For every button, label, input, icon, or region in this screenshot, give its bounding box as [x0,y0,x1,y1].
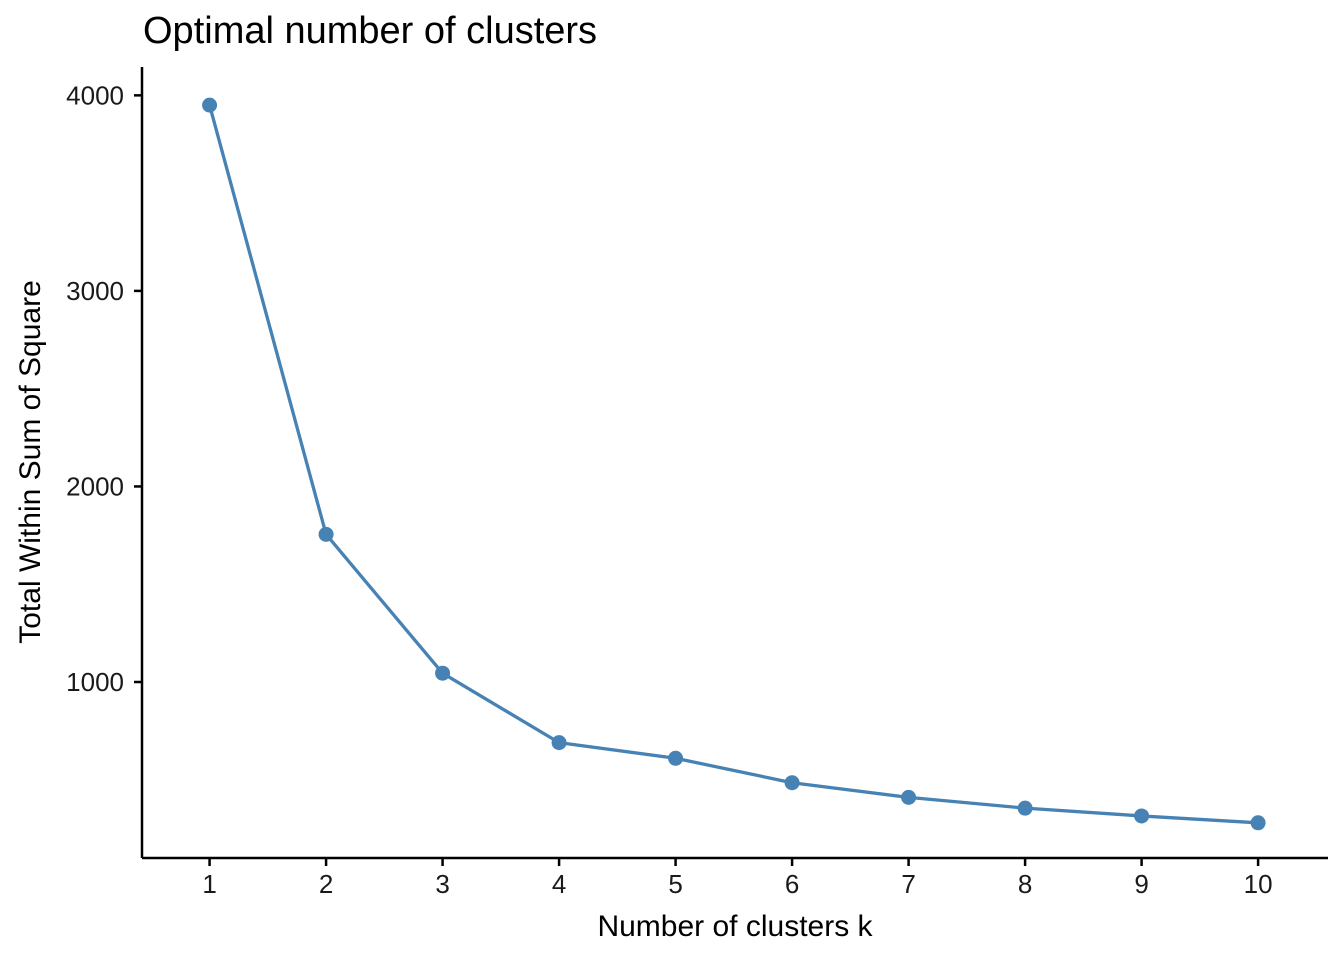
x-axis-title: Number of clusters k [597,910,873,943]
data-point [435,665,451,681]
x-tick-label: 4 [552,869,566,899]
x-tick-label: 6 [785,869,799,899]
data-point [551,735,567,751]
y-tick-label: 4000 [66,80,124,110]
y-tick-label: 1000 [66,667,124,697]
y-tick-label: 3000 [66,276,124,306]
data-point [1134,808,1150,824]
y-axis-title: Total Within Sum of Square [14,280,47,644]
data-point [202,97,218,113]
data-point [784,775,800,791]
data-point [1017,800,1033,816]
x-axis-ticks: 1 2 3 4 5 6 7 8 9 10 [202,858,1273,899]
x-tick-label: 2 [319,869,333,899]
data-point [901,789,917,805]
data-point [1250,815,1266,831]
x-tick-label: 5 [668,869,682,899]
x-tick-label: 9 [1134,869,1148,899]
data-point [318,526,334,542]
x-tick-label: 8 [1018,869,1032,899]
series-group [202,97,1266,831]
chart-title: Optimal number of clusters [143,10,597,52]
y-tick-label: 2000 [66,472,124,502]
series-line [207,103,1260,825]
data-point [668,750,684,766]
y-axis-ticks: 1000 2000 3000 4000 [66,80,142,697]
x-tick-label: 10 [1244,869,1273,899]
x-tick-label: 7 [901,869,915,899]
x-tick-label: 1 [202,869,216,899]
x-tick-label: 3 [435,869,449,899]
